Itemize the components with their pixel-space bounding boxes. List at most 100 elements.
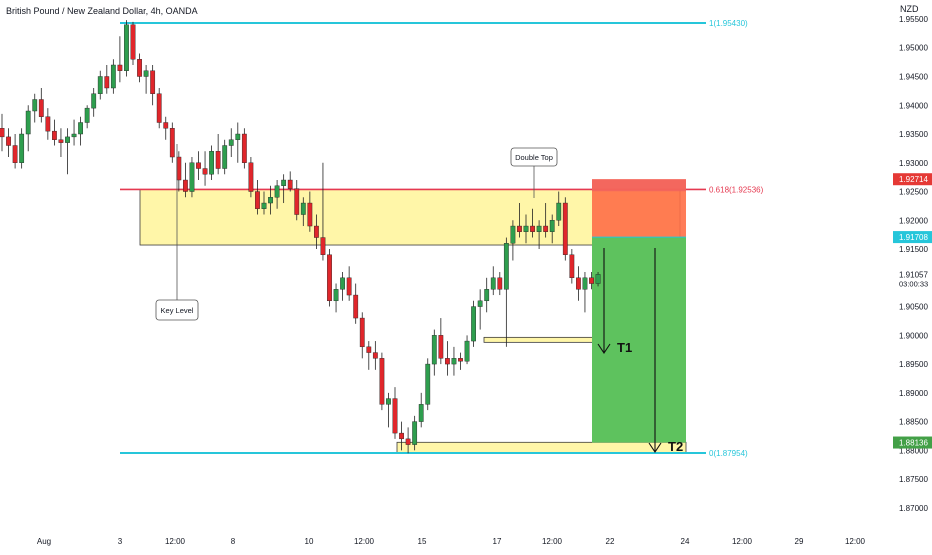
- y-tick-label: 1.95000: [899, 44, 928, 53]
- candle: [6, 128, 11, 158]
- candle: [582, 272, 588, 313]
- candle-body-down: [255, 191, 260, 209]
- candle-body-up: [189, 162, 195, 192]
- candle-body-up: [340, 277, 345, 290]
- candle-body-up: [582, 277, 588, 290]
- candle-body-down: [307, 202, 313, 227]
- candle: [274, 180, 280, 209]
- candle-body-down: [327, 254, 332, 302]
- candle: [228, 128, 234, 158]
- candle: [556, 191, 562, 227]
- fib-label-0: 0(1.87954): [709, 449, 748, 458]
- candle: [32, 93, 38, 123]
- candle: [222, 139, 228, 175]
- y-tick-label: 1.91500: [899, 245, 928, 254]
- candle-body-down: [353, 294, 359, 319]
- candle: [215, 134, 221, 175]
- x-tick-label: 3: [118, 537, 123, 546]
- candle: [379, 352, 385, 411]
- candle: [137, 53, 142, 83]
- y-tick-label: 1.92000: [899, 216, 928, 225]
- fib-label-1: 1(1.95430): [709, 19, 748, 28]
- candle-body-up: [464, 340, 470, 362]
- t2-zone: [396, 441, 687, 454]
- candle-body-down: [241, 133, 247, 163]
- x-tick-label: 12:00: [165, 537, 186, 546]
- t1-arrow-head: [597, 343, 611, 354]
- candle-body-up: [19, 133, 25, 163]
- candle-body-down: [562, 202, 568, 255]
- candle-body-up: [65, 136, 70, 143]
- candle-body-down: [399, 432, 404, 440]
- candle: [464, 335, 470, 365]
- y-tick-label: 1.88500: [899, 418, 928, 427]
- candle-body-up: [523, 225, 529, 232]
- candle-body-up: [97, 76, 103, 94]
- candle: [19, 128, 25, 169]
- key-level-zone: [139, 189, 681, 246]
- candle-body-down: [392, 398, 398, 434]
- candle: [445, 341, 450, 376]
- candle-body-down: [52, 130, 57, 140]
- candle: [104, 64, 110, 94]
- x-tick-label: 29: [795, 537, 804, 546]
- candle: [477, 289, 483, 330]
- candle: [595, 272, 601, 287]
- candle: [340, 272, 345, 301]
- candle: [58, 128, 64, 158]
- candle: [78, 116, 84, 146]
- candle-body-up: [235, 133, 241, 140]
- candle-body-up: [25, 110, 31, 135]
- candle: [241, 128, 247, 169]
- candle-body-up: [268, 197, 273, 204]
- candle-body-up: [274, 185, 280, 198]
- y-tick-label: 1.95500: [899, 15, 928, 24]
- candle-body-up: [386, 398, 391, 405]
- candle: [543, 203, 549, 238]
- candle: [451, 346, 457, 376]
- candle: [359, 312, 365, 359]
- candle: [307, 191, 313, 232]
- candle-body-up: [595, 274, 601, 284]
- candle: [471, 300, 476, 347]
- candle: [523, 214, 529, 244]
- candle-body-down: [405, 438, 411, 445]
- x-tick-label: 8: [231, 537, 236, 546]
- x-tick-label: 24: [681, 537, 690, 546]
- candle: [45, 108, 51, 140]
- y-tick-label: 1.90500: [899, 303, 928, 312]
- double-top-label: Double Top: [515, 153, 553, 162]
- candle: [412, 415, 418, 451]
- candle: [517, 203, 522, 238]
- candle-body-up: [110, 64, 116, 89]
- candle-body-up: [510, 225, 516, 244]
- candle: [399, 421, 404, 451]
- x-tick-label: 12:00: [845, 537, 866, 546]
- candle: [209, 145, 214, 181]
- candle-body-up: [490, 277, 496, 290]
- currency-label: NZD: [900, 4, 919, 14]
- candle-body-down: [0, 128, 5, 138]
- candle: [169, 122, 175, 163]
- candle: [202, 151, 208, 186]
- key-level-label: Key Level: [161, 306, 194, 315]
- candle: [425, 358, 431, 411]
- y-tick-label: 1.87500: [899, 475, 928, 484]
- candle-body-up: [228, 139, 234, 146]
- candle-body-down: [117, 64, 123, 71]
- candle-body-up: [281, 179, 287, 186]
- candle: [97, 70, 103, 100]
- candle-body-down: [497, 277, 503, 290]
- candle: [261, 191, 267, 215]
- candle-body-down: [248, 162, 254, 192]
- candle: [333, 283, 339, 313]
- candle: [281, 174, 287, 204]
- candle-body-up: [431, 335, 437, 365]
- candle: [84, 105, 90, 129]
- candle: [38, 88, 44, 123]
- candle-body-down: [359, 317, 365, 348]
- symbol-title: British Pound / New Zealand Dollar, 4h, …: [6, 6, 198, 16]
- candle: [91, 88, 97, 117]
